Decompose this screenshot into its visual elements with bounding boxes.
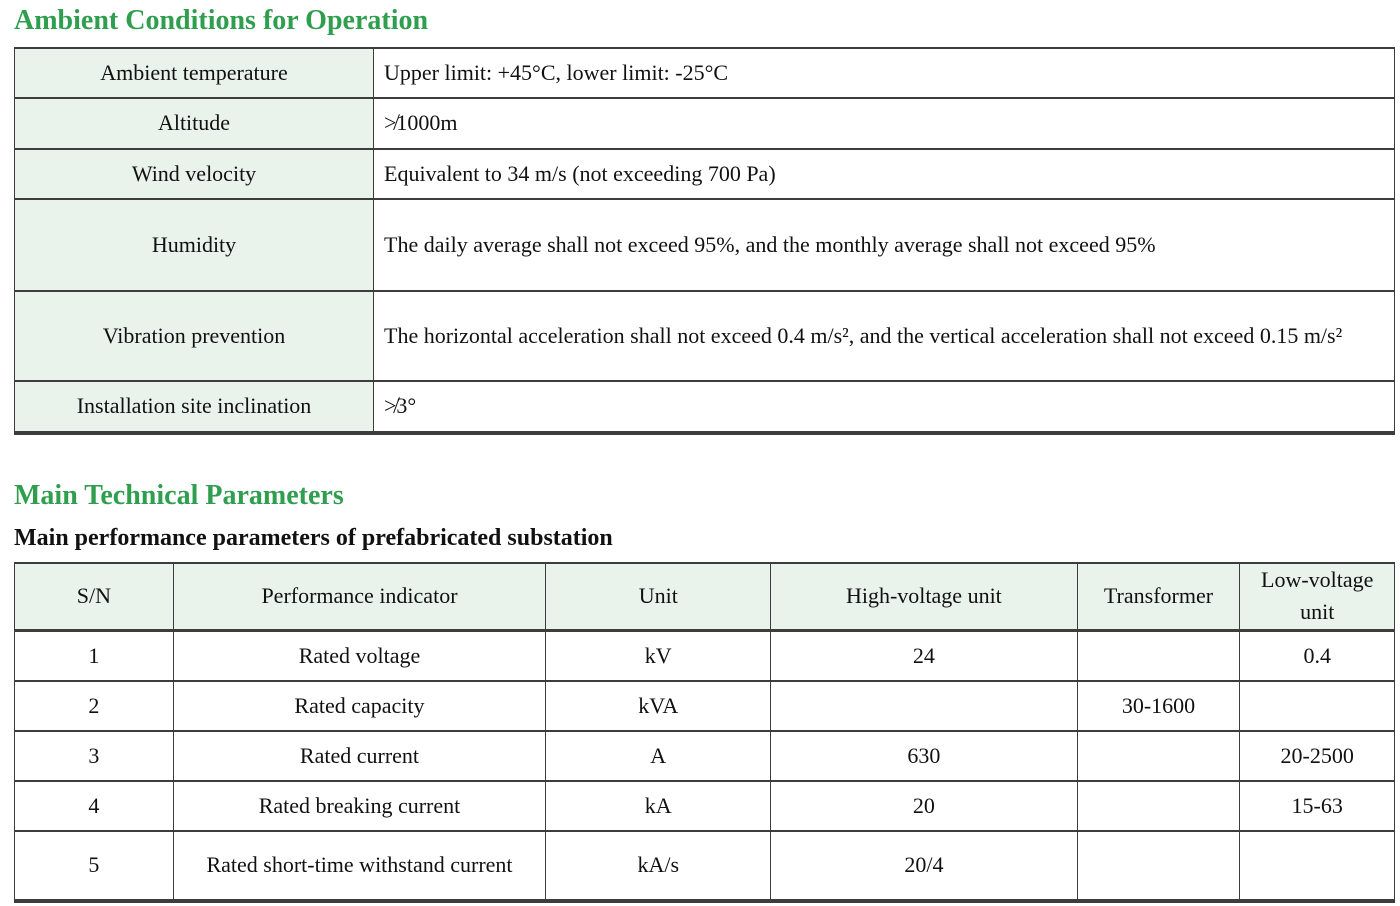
parameters-table-cell: Rated current xyxy=(172,729,547,782)
parameters-table-row: 5 Rated short-time withstand current kA/s 2… xyxy=(14,829,1395,903)
ambient-table-row: Vibration prevention The horizontal accel… xyxy=(14,290,1395,383)
parameters-table-cell: kVA xyxy=(545,679,772,732)
section-spacer xyxy=(14,435,1395,479)
ambient-table-row: Ambient temperature Upper limit: +45°C, l… xyxy=(14,46,1395,100)
parameters-table-cell xyxy=(1076,779,1241,832)
ambient-table-row: Humidity The daily average shall not exce… xyxy=(14,198,1395,293)
parameters-table-cell xyxy=(1076,729,1241,782)
parameters-table-cell: 30-1600 xyxy=(1076,679,1241,732)
parameters-table-cell xyxy=(770,679,1078,732)
parameters-table-cell: kA/s xyxy=(545,829,772,903)
parameters-column-header: Unit xyxy=(545,561,772,633)
parameters-column-header: Performance indicator xyxy=(172,561,547,633)
section2-title: Main Technical Parameters xyxy=(14,479,344,511)
parameters-table-cell: 3 xyxy=(14,729,174,782)
parameters-table-cell: kV xyxy=(545,629,772,682)
parameters-table-cell: 630 xyxy=(770,729,1078,782)
parameters-table-cell: 2 xyxy=(14,679,174,732)
parameters-table-cell xyxy=(1076,829,1241,903)
parameters-table-cell xyxy=(1076,629,1241,682)
parameters-table-cell: 20 xyxy=(770,779,1078,832)
parameters-table-cell: 15-63 xyxy=(1239,779,1395,832)
ambient-row-label: Vibration prevention xyxy=(14,290,374,383)
parameters-table-cell: Rated short-time withstand current xyxy=(172,829,547,903)
parameters-table-cell: 24 xyxy=(770,629,1078,682)
section2-subtitle: Main performance parameters of prefabric… xyxy=(14,524,613,551)
parameters-table-cell: 20/4 xyxy=(770,829,1078,903)
parameters-table-cell: 4 xyxy=(14,779,174,832)
parameters-table-cell: 5 xyxy=(14,829,174,903)
parameters-table-cell xyxy=(1239,829,1395,903)
ambient-conditions-table: Ambient temperature Upper limit: +45°C, l… xyxy=(14,46,1395,435)
parameters-column-header: High-voltage unit xyxy=(770,561,1078,633)
ambient-table-row: Wind velocity Equivalent to 34 m/s (not e… xyxy=(14,147,1395,201)
ambient-row-value: ≯3° xyxy=(373,380,1395,435)
parameters-table-cell: A xyxy=(545,729,772,782)
ambient-row-label: Wind velocity xyxy=(14,147,374,201)
parameters-table-cell: Rated voltage xyxy=(172,629,547,682)
parameters-table-cell: 0.4 xyxy=(1239,629,1395,682)
ambient-table-row: Altitude ≯1000m xyxy=(14,97,1395,150)
parameters-table-row: 1 Rated voltage kV 24 0.4 xyxy=(14,629,1395,682)
parameters-table-cell: kA xyxy=(545,779,772,832)
ambient-row-label: Ambient temperature xyxy=(14,46,374,100)
parameters-table-row: 4 Rated breaking current kA 20 15-63 xyxy=(14,779,1395,832)
parameters-header-row: S/N Performance indicator Unit High-voltage… xyxy=(14,561,1395,633)
parameters-table-cell: 1 xyxy=(14,629,174,682)
parameters-table-cell: Rated breaking current xyxy=(172,779,547,832)
ambient-row-value: The horizontal acceleration shall not ex… xyxy=(373,290,1395,383)
ambient-row-label: Humidity xyxy=(14,198,374,293)
parameters-table-cell xyxy=(1239,679,1395,732)
parameters-column-header: S/N xyxy=(14,561,174,633)
ambient-table-row: Installation site inclination ≯3° xyxy=(14,380,1395,435)
section1-title: Ambient Conditions for Operation xyxy=(14,5,429,36)
ambient-row-label: Installation site inclination xyxy=(14,380,374,435)
parameters-column-header: Low-voltage unit xyxy=(1239,561,1395,633)
ambient-row-value: Upper limit: +45°C, lower limit: -25°C xyxy=(373,46,1395,100)
ambient-row-label: Altitude xyxy=(14,97,374,150)
ambient-row-value: Equivalent to 34 m/s (not exceeding 700 … xyxy=(373,147,1395,201)
technical-parameters-table: S/N Performance indicator Unit High-voltage… xyxy=(14,561,1395,903)
parameters-table-cell: 20-2500 xyxy=(1239,729,1395,782)
parameters-table-row: 3 Rated current A 630 20-2500 xyxy=(14,729,1395,782)
ambient-row-value: ≯1000m xyxy=(373,97,1395,150)
parameters-column-header: Transformer xyxy=(1076,561,1241,633)
ambient-row-value: The daily average shall not exceed 95%, … xyxy=(373,198,1395,293)
parameters-table-cell: Rated capacity xyxy=(172,679,547,732)
parameters-table-row: 2 Rated capacity kVA 30-1600 xyxy=(14,679,1395,732)
